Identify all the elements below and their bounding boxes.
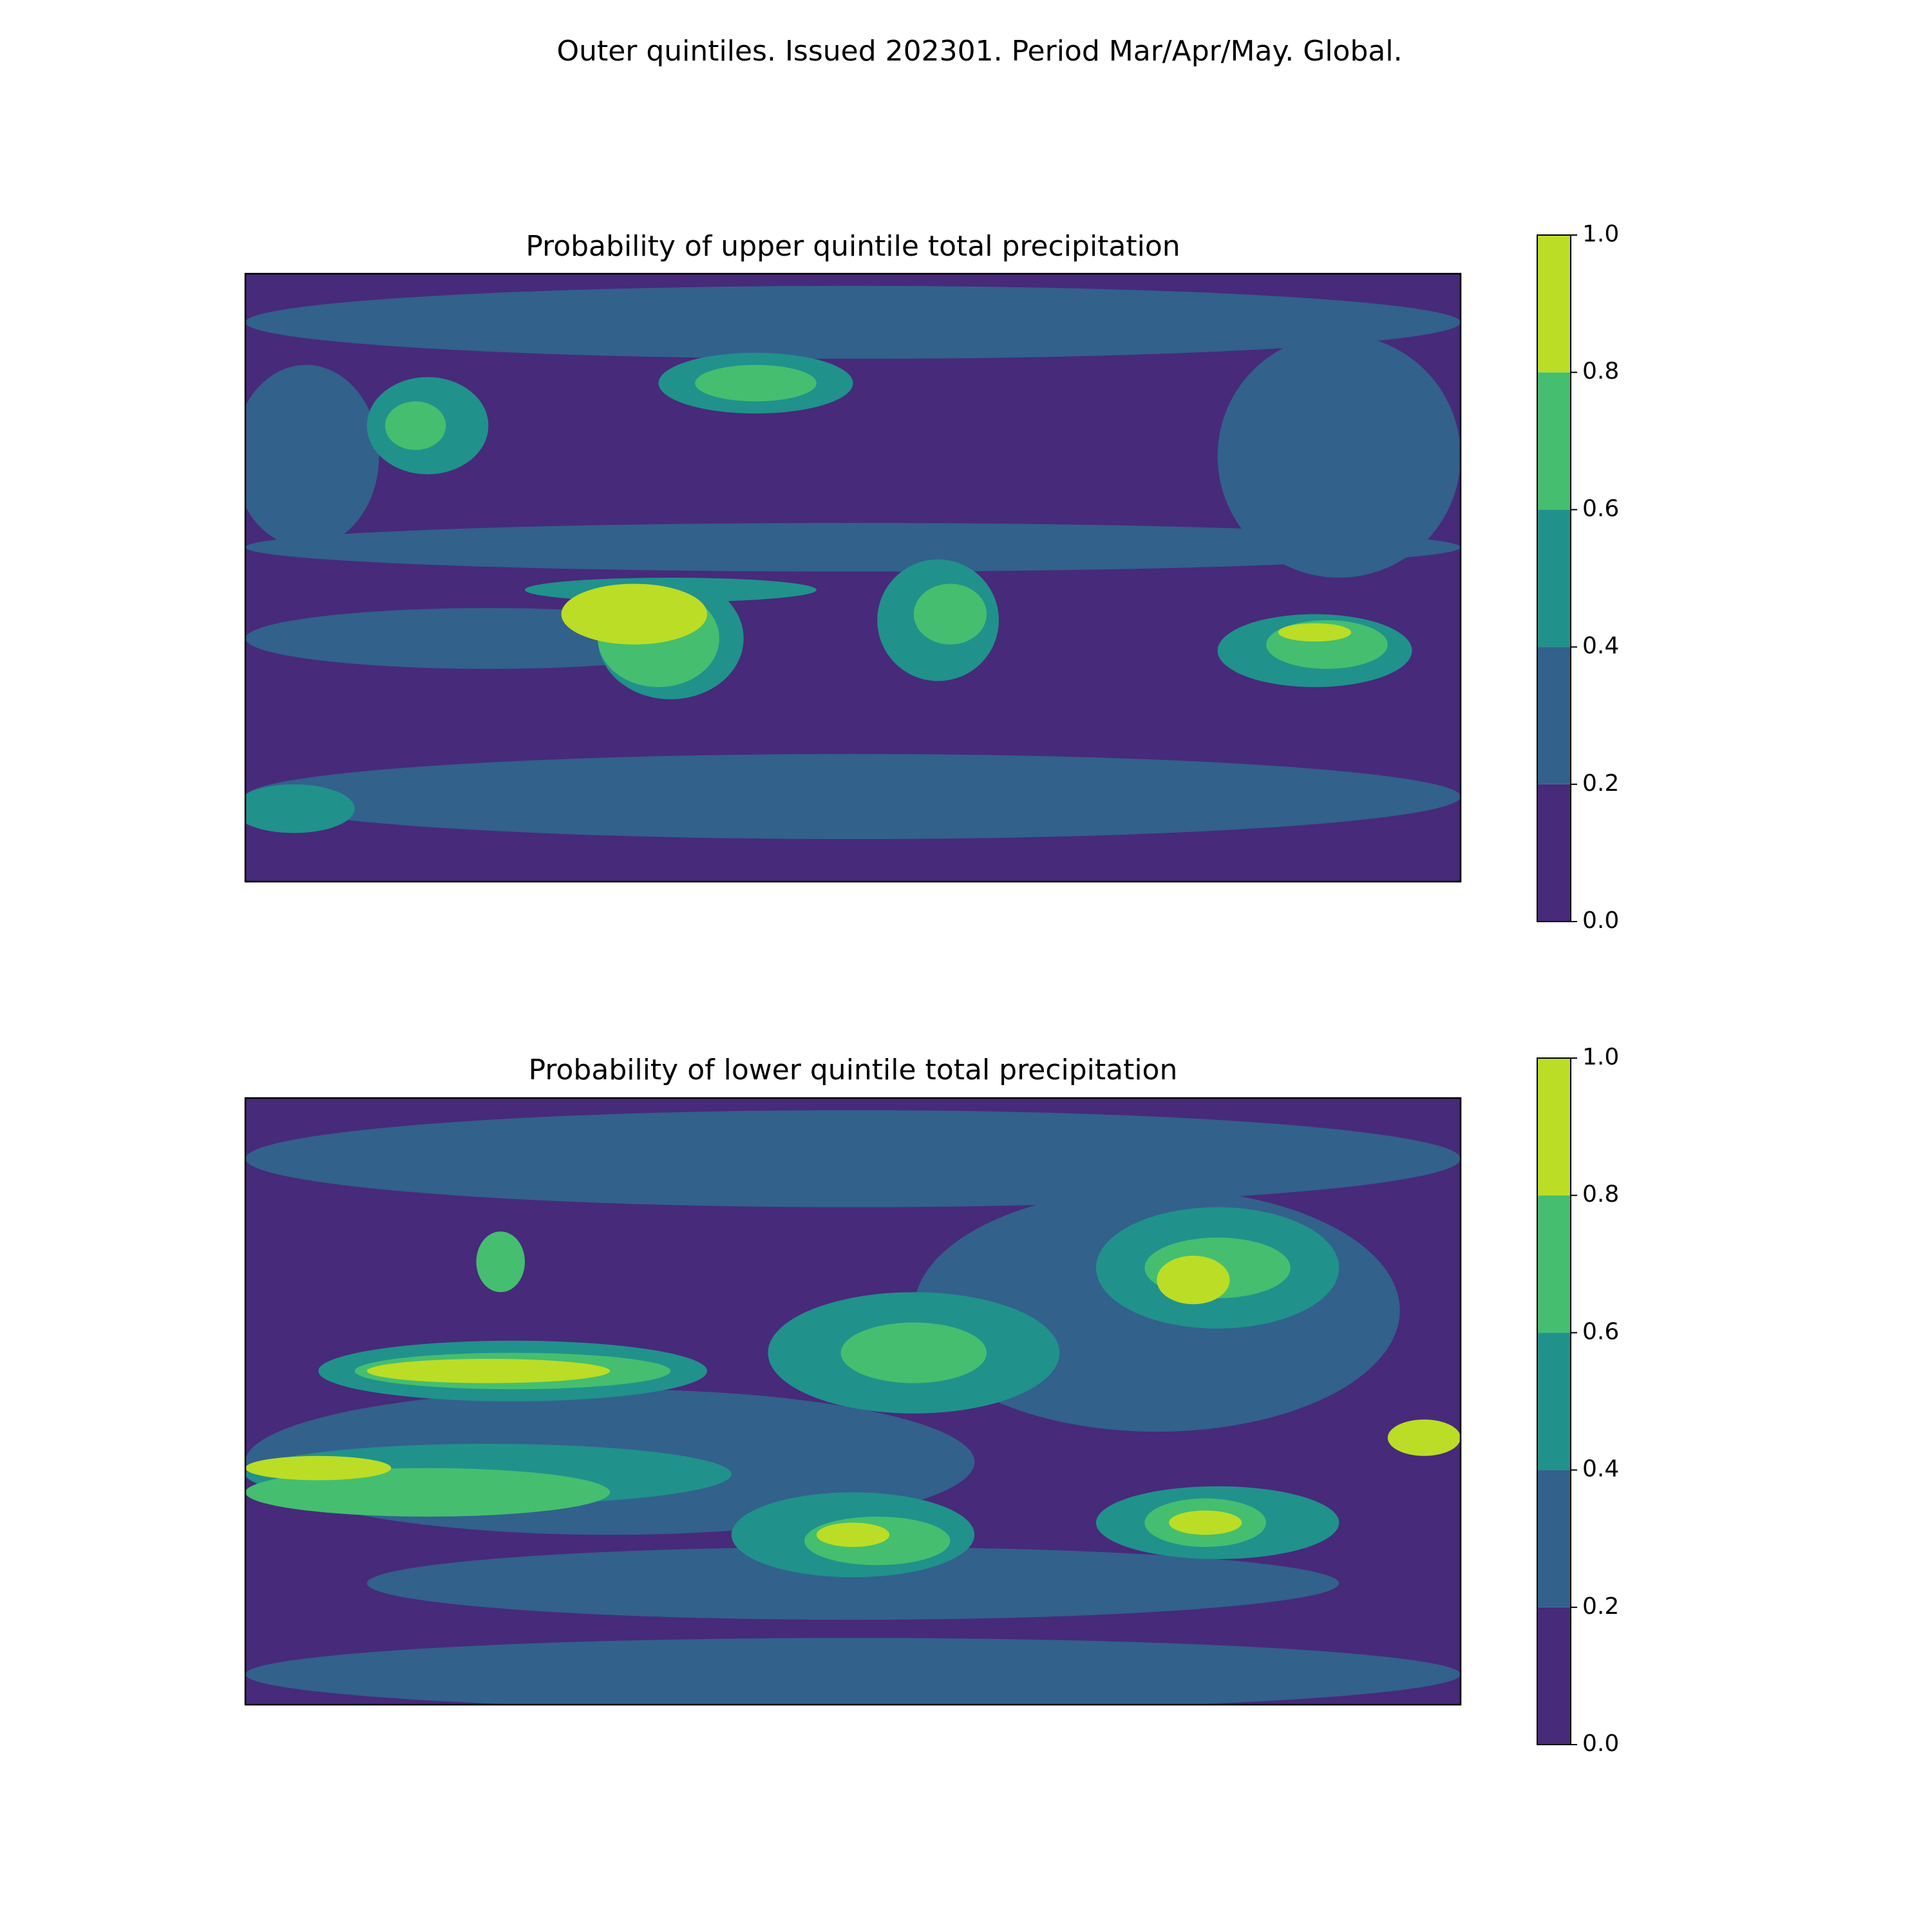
- field-region: [245, 365, 379, 547]
- colorbar-tick-label: 0.0: [1582, 1730, 1619, 1757]
- field-region: [1217, 334, 1461, 578]
- figure-title: Outer quintiles. Issued 202301. Period M…: [556, 35, 1402, 68]
- colorbar-tick-label: 0.6: [1582, 1318, 1619, 1345]
- field-region: [695, 365, 817, 402]
- colorbar-tick-label: 0.8: [1582, 358, 1619, 384]
- colorbar-segment: [1537, 372, 1571, 510]
- field-region: [245, 784, 355, 833]
- map-field: [245, 1098, 1461, 1705]
- field-region: [561, 583, 708, 645]
- colorbar-segment: [1537, 509, 1571, 647]
- field-region: [385, 401, 446, 450]
- colorbar-segment: [1537, 1470, 1571, 1607]
- colorbar-segment: [1537, 1332, 1571, 1470]
- field-region: [245, 285, 1461, 359]
- colorbar-segment: [1537, 647, 1571, 784]
- field-region: [245, 1638, 1461, 1705]
- colorbar-frame: [1537, 1057, 1571, 1745]
- colorbar-segment: [1537, 235, 1571, 373]
- field-region: [245, 1110, 1461, 1208]
- axes-frame: [244, 1097, 1462, 1706]
- field-region: [840, 1322, 987, 1383]
- field-region: [366, 1359, 611, 1383]
- colorbar-tick-label: 1.0: [1582, 221, 1619, 247]
- colorbar-tick-label: 0.4: [1582, 1456, 1619, 1482]
- colorbar-segment: [1537, 1607, 1571, 1745]
- field-region: [245, 523, 1461, 572]
- colorbar-tick-label: 0.0: [1582, 907, 1619, 934]
- field-region: [245, 1468, 611, 1517]
- field-region: [245, 1455, 392, 1481]
- field-region: [913, 583, 987, 645]
- field-region: [1278, 623, 1352, 642]
- axes-frame: [244, 272, 1462, 883]
- field-region: [1169, 1510, 1242, 1535]
- colorbar-segment: [1537, 784, 1571, 922]
- field-region: [1387, 1419, 1461, 1456]
- colorbar-tick-label: 0.2: [1582, 770, 1619, 797]
- colorbar-tick-label: 1.0: [1582, 1044, 1619, 1070]
- panel-title: Probability of lower quintile total prec…: [529, 1054, 1178, 1086]
- colorbar-tick-label: 0.6: [1582, 495, 1619, 522]
- colorbar-tick-label: 0.2: [1582, 1593, 1619, 1620]
- field-region: [245, 753, 1461, 839]
- field-region: [366, 1547, 1340, 1620]
- colorbar-segment: [1537, 1195, 1571, 1333]
- field-region: [476, 1231, 526, 1293]
- colorbar-tick-label: 0.8: [1582, 1181, 1619, 1208]
- field-region: [1157, 1255, 1230, 1305]
- colorbar-frame: [1537, 234, 1571, 922]
- panel-title: Probability of upper quintile total prec…: [526, 230, 1180, 263]
- colorbar-segment: [1537, 1058, 1571, 1196]
- colorbar-tick-label: 0.4: [1582, 633, 1619, 659]
- map-field: [245, 274, 1461, 882]
- field-region: [816, 1522, 890, 1548]
